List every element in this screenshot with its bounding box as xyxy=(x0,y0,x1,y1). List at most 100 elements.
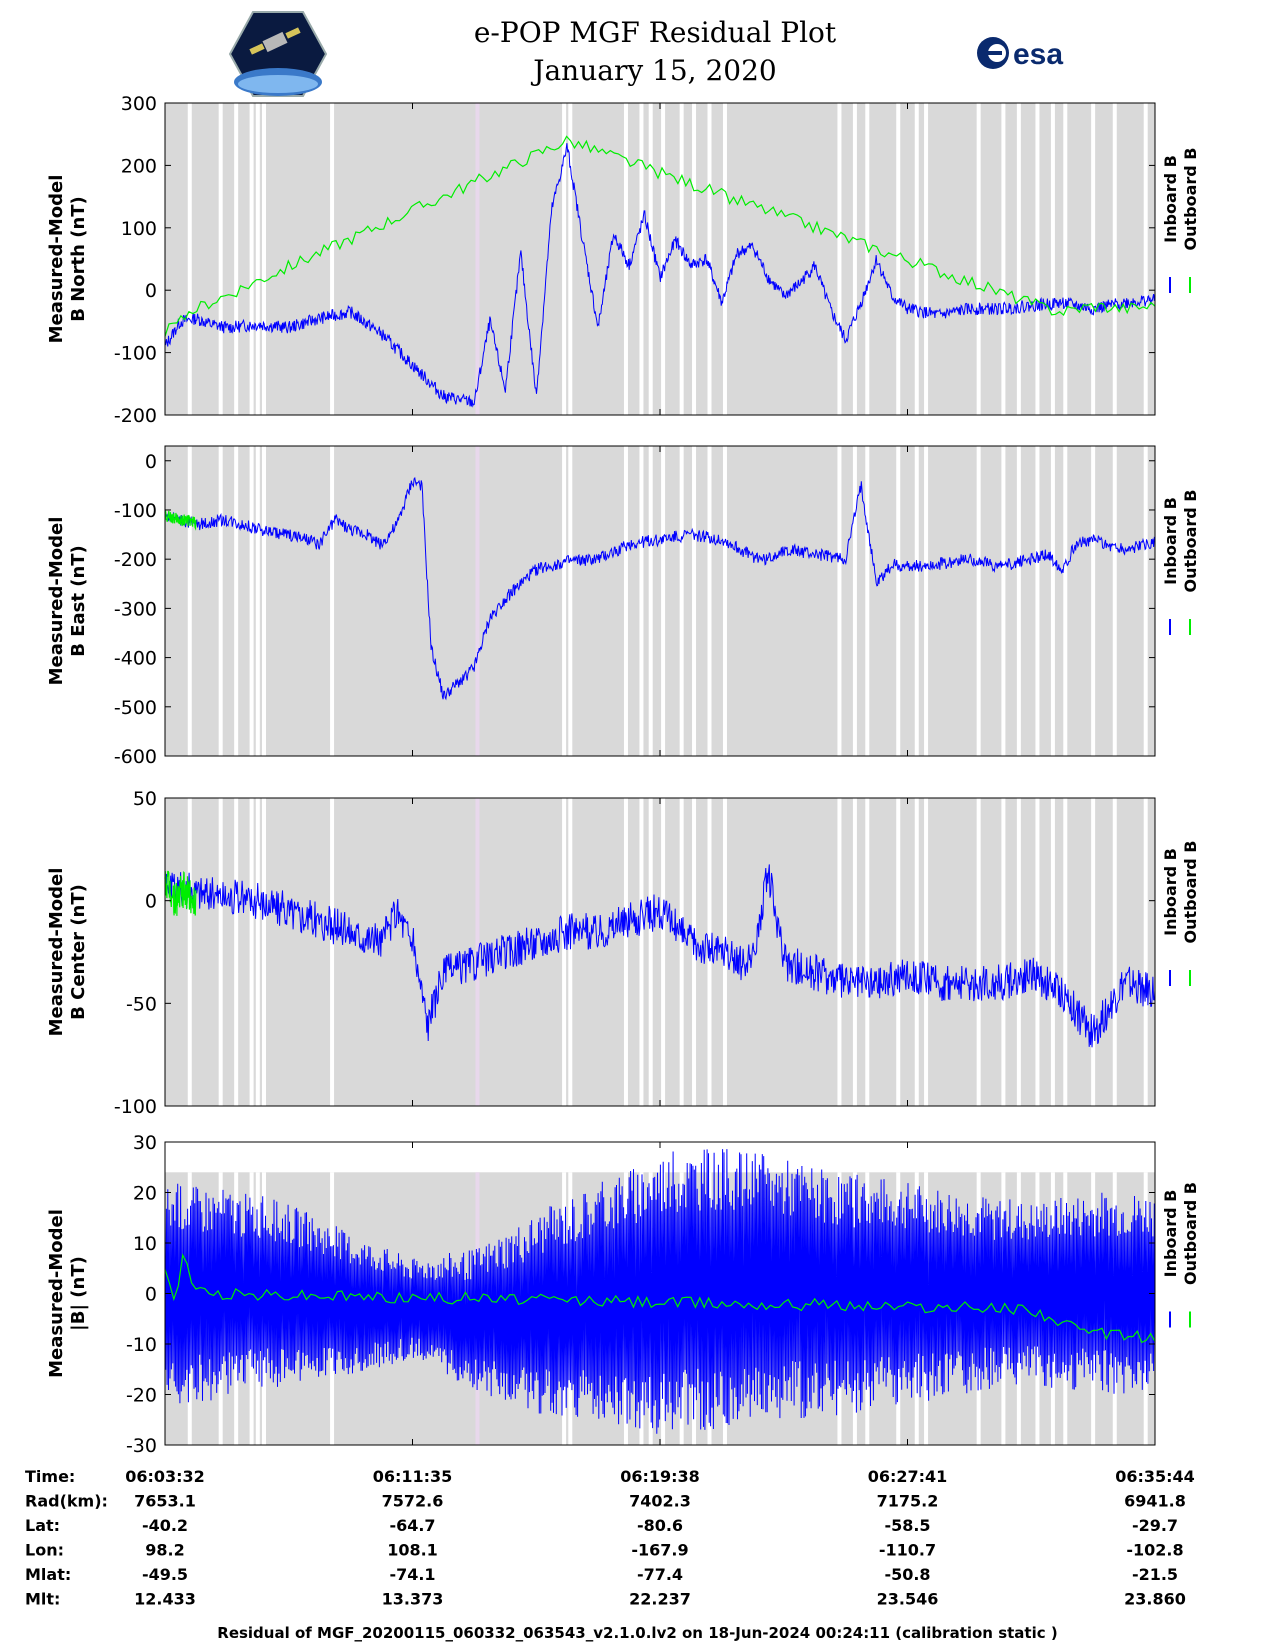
data-gap-stripe xyxy=(1001,103,1006,415)
data-gap-stripe xyxy=(255,446,260,756)
data-gap-stripe xyxy=(837,798,842,1106)
y-tick-label: -600 xyxy=(114,746,157,768)
data-gap-stripe xyxy=(679,446,684,756)
y-tick-label: -200 xyxy=(114,405,157,427)
data-gap-stripe xyxy=(648,446,653,756)
ephemeris-row-label: Lat: xyxy=(25,1516,60,1535)
data-gap-stripe xyxy=(679,103,684,415)
data-gap-stripe xyxy=(1143,798,1148,1106)
data-gap-stripe xyxy=(1091,446,1096,756)
data-coverage-band xyxy=(165,103,1155,415)
ephemeris-value: 13.373 xyxy=(382,1590,444,1609)
ephemeris-value: 23.546 xyxy=(877,1590,939,1609)
y-tick-label: -400 xyxy=(114,648,157,670)
y-tick-label: 30 xyxy=(133,1132,157,1154)
series-line-inboard-b xyxy=(164,1149,1156,1434)
data-gap-stripe xyxy=(187,798,192,1106)
plot-title: e-POP MGF Residual Plot xyxy=(473,16,837,49)
data-gap-stripe xyxy=(1112,798,1117,1106)
data-gap-stripe xyxy=(639,798,644,1106)
ephemeris-value: -74.1 xyxy=(389,1565,435,1584)
data-coverage-band xyxy=(165,446,1155,756)
y-axis-label: B Center (nT) xyxy=(68,884,89,1020)
data-gap-stripe xyxy=(924,446,929,756)
data-gap-stripe xyxy=(623,446,628,756)
data-gap-stripe xyxy=(1050,798,1055,1106)
ephemeris-value: -77.4 xyxy=(637,1565,683,1584)
data-gap-stripe xyxy=(679,798,684,1106)
data-gap-stripe xyxy=(218,446,223,756)
data-gap-stripe xyxy=(661,798,666,1106)
series-line-inboard-b xyxy=(164,476,1156,701)
data-gap-stripe xyxy=(924,798,929,1106)
data-gap-stripe xyxy=(1050,103,1055,415)
data-gap-stripe xyxy=(1112,446,1117,756)
data-gap-stripe xyxy=(648,103,653,415)
y-tick-label: -10 xyxy=(126,1334,157,1356)
legend-label: Outboard B xyxy=(1181,490,1200,593)
data-gap-stripe xyxy=(218,798,223,1106)
ephemeris-value: 7175.2 xyxy=(877,1492,939,1511)
data-gap-stripe xyxy=(1063,798,1068,1106)
series-line-outboard-b xyxy=(164,1253,1156,1344)
data-gap-stripe xyxy=(1063,103,1068,415)
data-gap-stripe xyxy=(924,103,929,415)
data-gap-stripe xyxy=(1063,446,1068,756)
data-gap-stripe xyxy=(562,798,567,1106)
ephemeris-value: 06:35:44 xyxy=(1115,1467,1195,1486)
ephemeris-value: -64.7 xyxy=(389,1516,435,1535)
y-tick-label: 200 xyxy=(121,155,157,177)
ephemeris-row-label: Rad(km): xyxy=(25,1492,108,1511)
series-line-outboard-b xyxy=(164,510,197,531)
data-coverage-band xyxy=(165,798,1155,1106)
data-gap-stripe xyxy=(722,103,727,415)
data-gap-stripe xyxy=(852,103,857,415)
y-tick-label: -300 xyxy=(114,598,157,620)
data-gap-stripe xyxy=(896,798,901,1106)
data-gap-stripe xyxy=(1035,446,1040,756)
data-gap-stripe xyxy=(218,103,223,415)
esa-logo-text: esa xyxy=(1013,38,1063,71)
data-gap-stripe xyxy=(852,446,857,756)
data-gap-stripe xyxy=(234,446,239,756)
data-gap-stripe xyxy=(330,446,335,756)
data-gap-stripe xyxy=(896,446,901,756)
ephemeris-value: 06:11:35 xyxy=(373,1467,453,1486)
data-gap-stripe xyxy=(1091,103,1096,415)
ephemeris-value: 108.1 xyxy=(387,1541,438,1560)
data-gap-stripe xyxy=(187,103,192,415)
ephemeris-row-label: Lon: xyxy=(25,1541,64,1560)
data-gap-stripe xyxy=(852,798,857,1106)
data-gap-stripe xyxy=(639,446,644,756)
data-gap-stripe xyxy=(639,103,644,415)
y-tick-label: 0 xyxy=(145,1284,157,1306)
ephemeris-value: -50.8 xyxy=(884,1565,930,1584)
data-gap-stripe xyxy=(562,446,567,756)
data-gap-stripe xyxy=(234,798,239,1106)
data-gap-stripe xyxy=(914,446,919,756)
data-gap-stripe xyxy=(262,103,266,415)
ephemeris-value: 7572.6 xyxy=(382,1492,444,1511)
data-gap-stripe xyxy=(475,446,480,756)
legend-label: Inboard B xyxy=(1161,497,1180,585)
y-axis-label: Measured-Model xyxy=(46,517,67,686)
ephemeris-value: -167.9 xyxy=(631,1541,688,1560)
ephemeris-value: -49.5 xyxy=(142,1565,188,1584)
data-gap-stripe xyxy=(1001,798,1006,1106)
ephemeris-value: -102.8 xyxy=(1126,1541,1183,1560)
legend-label: Inboard B xyxy=(1161,848,1180,936)
x-tick-label: 06:03:32 xyxy=(125,1467,205,1486)
data-gap-stripe xyxy=(475,103,480,415)
data-gap-stripe xyxy=(661,103,666,415)
ephemeris-value: 06:27:41 xyxy=(868,1467,948,1486)
data-gap-stripe xyxy=(262,798,266,1106)
data-gap-stripe xyxy=(562,103,567,415)
data-gap-stripe xyxy=(865,798,870,1106)
ephemeris-value: 98.2 xyxy=(145,1541,184,1560)
data-gap-stripe xyxy=(1016,103,1021,415)
data-gap-stripe xyxy=(896,103,901,415)
y-tick-label: -200 xyxy=(114,549,157,571)
ephemeris-value: -29.7 xyxy=(1132,1516,1178,1535)
data-gap-stripe xyxy=(330,798,335,1106)
legend-label: Outboard B xyxy=(1181,148,1200,251)
